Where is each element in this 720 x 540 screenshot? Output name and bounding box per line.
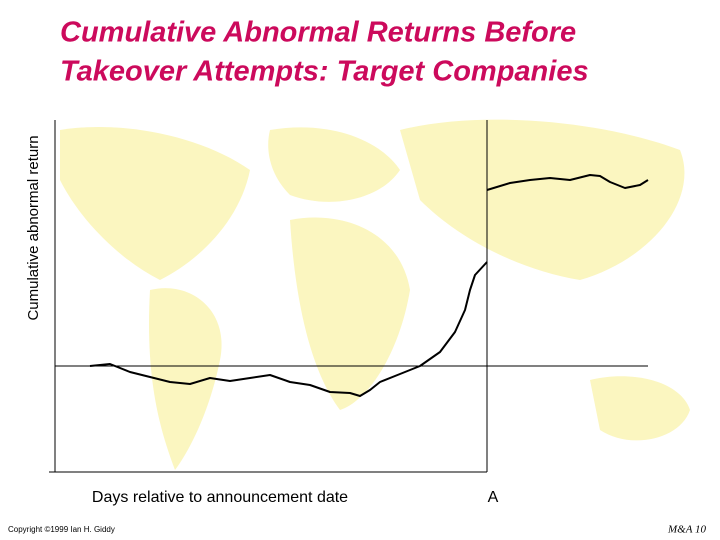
y-axis-label: Cumulative abnormal return [25, 135, 42, 320]
world-map-background [60, 119, 690, 470]
copyright: Copyright ©1999 Ian H. Giddy [8, 525, 115, 534]
title-line: Takeover Attempts: Target Companies [60, 56, 589, 88]
title-line: Cumulative Abnormal Returns Before [60, 17, 576, 49]
event-label: A [488, 489, 499, 506]
x-axis-label: Days relative to announcement date [92, 489, 348, 506]
return-line [89, 174, 649, 397]
page-number: M&A 10 [667, 524, 706, 536]
